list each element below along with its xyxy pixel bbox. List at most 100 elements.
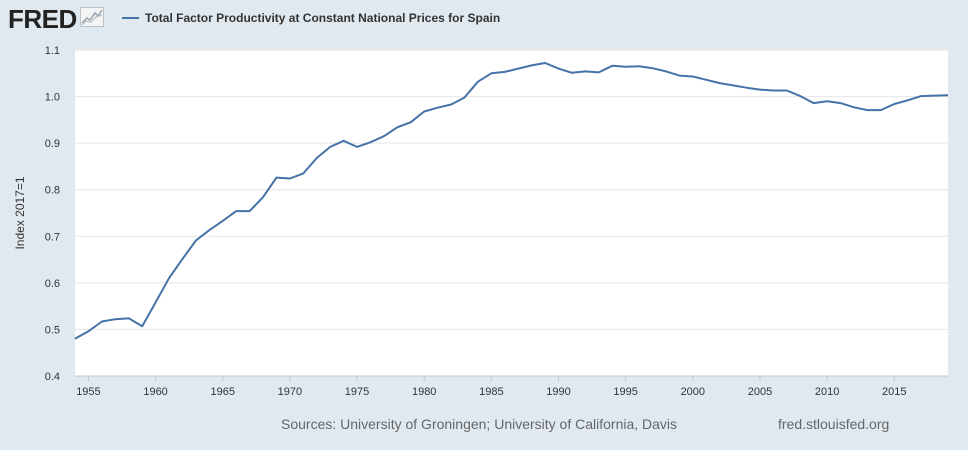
data-point[interactable] <box>500 67 510 77</box>
data-point[interactable] <box>392 122 402 132</box>
sources-note: Sources: University of Groningen; Univer… <box>281 416 678 432</box>
data-point[interactable] <box>352 142 362 152</box>
data-point[interactable] <box>728 80 738 90</box>
data-point[interactable] <box>151 297 161 307</box>
data-point[interactable] <box>231 206 241 216</box>
y-axis-ticks: 0.4 0.5 0.6 0.7 0.8 0.9 1.0 1.1 <box>45 45 60 383</box>
data-point[interactable] <box>124 313 134 323</box>
data-point[interactable] <box>164 273 174 283</box>
data-point[interactable] <box>795 91 805 101</box>
data-point[interactable] <box>527 60 537 70</box>
data-point[interactable] <box>862 105 872 115</box>
data-point[interactable] <box>70 334 80 344</box>
data-point[interactable] <box>366 137 376 147</box>
data-point[interactable] <box>446 100 456 110</box>
gridlines <box>75 49 948 330</box>
data-point[interactable] <box>177 254 187 264</box>
y-tick-label: 0.6 <box>45 278 60 290</box>
data-point[interactable] <box>486 68 496 78</box>
data-point[interactable] <box>325 142 335 152</box>
data-point[interactable] <box>191 236 201 246</box>
x-tick-label: 1995 <box>613 386 637 398</box>
data-point[interactable] <box>930 91 940 101</box>
x-tick-label: 1975 <box>345 386 369 398</box>
data-point[interactable] <box>339 136 349 146</box>
data-point[interactable] <box>540 58 550 68</box>
data-point[interactable] <box>513 64 523 74</box>
data-point[interactable] <box>688 72 698 82</box>
data-point[interactable] <box>406 117 416 127</box>
plot-background <box>75 50 948 376</box>
fred-logo-text: FRED <box>8 4 77 34</box>
series-line[interactable] <box>74 62 949 340</box>
data-point[interactable] <box>916 91 926 101</box>
data-point[interactable] <box>715 78 725 88</box>
data-point[interactable] <box>218 216 228 226</box>
chart-legend[interactable]: Total Factor Productivity at Constant Na… <box>122 11 500 25</box>
data-point[interactable] <box>379 131 389 141</box>
data-point[interactable] <box>661 66 671 76</box>
data-point[interactable] <box>648 63 658 73</box>
y-tick-label: 1.1 <box>45 45 60 57</box>
data-point[interactable] <box>83 326 93 336</box>
x-axis-ticks: 1955 1960 1965 1970 1975 1980 1985 1990 1995 2000… <box>76 376 907 398</box>
data-point[interactable] <box>272 173 282 183</box>
data-point[interactable] <box>943 90 953 100</box>
y-tick-label: 1.0 <box>45 92 60 104</box>
legend-label: Total Factor Productivity at Constant Na… <box>145 11 501 25</box>
data-point[interactable] <box>607 61 617 71</box>
data-point[interactable] <box>473 77 483 87</box>
data-point[interactable] <box>889 99 899 109</box>
fred-logo[interactable]: FRED <box>8 6 104 32</box>
data-point[interactable] <box>768 86 778 96</box>
data-point[interactable] <box>836 98 846 108</box>
x-tick-label: 1960 <box>143 386 167 398</box>
data-point[interactable] <box>634 61 644 71</box>
data-point[interactable] <box>110 314 120 324</box>
data-point[interactable] <box>782 86 792 96</box>
x-tick-label: 1965 <box>210 386 234 398</box>
y-axis-label: Index 2017=1 <box>13 176 27 249</box>
legend-swatch <box>122 17 139 19</box>
data-point[interactable] <box>580 66 590 76</box>
x-tick-label: 2000 <box>681 386 705 398</box>
x-tick-label: 1985 <box>479 386 503 398</box>
data-point[interactable] <box>298 168 308 178</box>
x-tick-label: 1980 <box>412 386 436 398</box>
data-point[interactable] <box>742 83 752 93</box>
data-point[interactable] <box>137 321 147 331</box>
x-tick-label: 2015 <box>882 386 906 398</box>
chart-header: FRED Total Factor Productivity at Consta… <box>0 0 968 40</box>
y-tick-label: 0.9 <box>45 138 60 150</box>
data-point[interactable] <box>674 71 684 81</box>
data-point[interactable] <box>701 75 711 85</box>
data-point[interactable] <box>312 153 322 163</box>
data-point[interactable] <box>433 103 443 113</box>
x-tick-label: 1970 <box>278 386 302 398</box>
x-tick-label: 2005 <box>748 386 772 398</box>
x-tick-label: 2010 <box>815 386 839 398</box>
data-point[interactable] <box>285 174 295 184</box>
line-chart-icon <box>79 6 104 32</box>
data-point[interactable] <box>876 105 886 115</box>
data-point[interactable] <box>849 102 859 112</box>
data-point[interactable] <box>567 68 577 78</box>
data-point[interactable] <box>554 64 564 74</box>
data-point[interactable] <box>419 107 429 117</box>
data-point[interactable] <box>822 96 832 106</box>
data-point[interactable] <box>809 98 819 108</box>
data-point[interactable] <box>204 225 214 235</box>
data-point[interactable] <box>755 85 765 95</box>
data-point[interactable] <box>258 192 268 202</box>
x-tick-label: 1955 <box>76 386 100 398</box>
y-tick-label: 0.8 <box>45 185 60 197</box>
data-point[interactable] <box>245 206 255 216</box>
data-point[interactable] <box>903 95 913 105</box>
data-point[interactable] <box>621 62 631 72</box>
data-point[interactable] <box>97 317 107 327</box>
data-point[interactable] <box>594 67 604 77</box>
data-point[interactable] <box>460 93 470 103</box>
site-link[interactable]: fred.stlouisfed.org <box>778 416 890 432</box>
y-tick-label: 0.7 <box>45 231 60 243</box>
